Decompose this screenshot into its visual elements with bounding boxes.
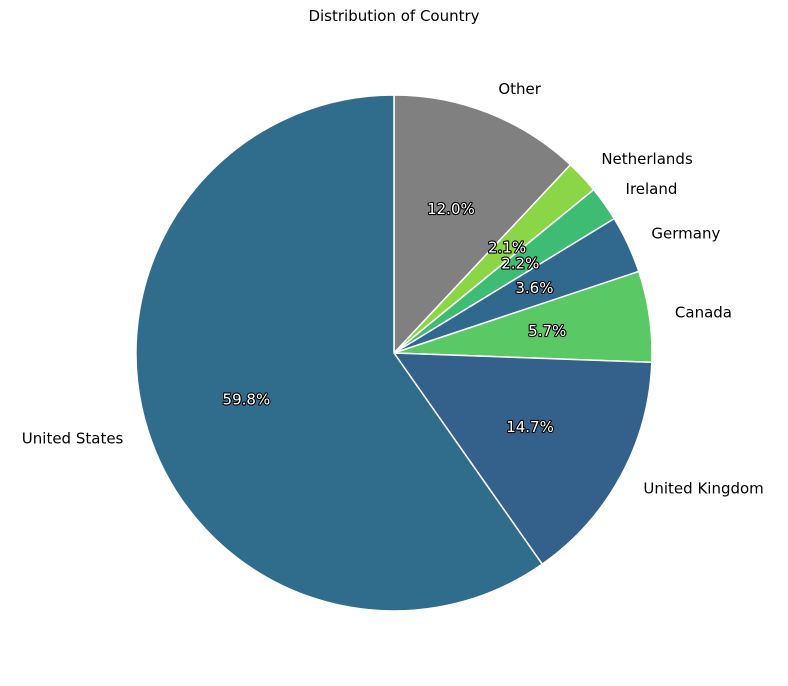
slice-percent-ireland: 2.2%	[501, 254, 539, 272]
pie-slice-united-kingdom	[392, 352, 653, 566]
slice-percent-other: 12.0%	[427, 200, 475, 218]
slice-percent-united-states: 59.8%	[223, 391, 271, 409]
slice-label-other: Other	[498, 80, 541, 98]
pie-slice-other	[393, 94, 572, 355]
slice-percent-netherlands: 2.1%	[488, 238, 526, 256]
pie-slice-united-states	[135, 94, 544, 612]
slice-label-canada: Canada	[675, 304, 732, 322]
chart-title: Distribution of Country	[308, 7, 479, 25]
slice-label-germany: Germany	[651, 224, 720, 242]
slice-label-netherlands: Netherlands	[601, 150, 693, 168]
slice-percent-germany: 3.6%	[515, 279, 553, 297]
pie-slices	[135, 94, 653, 612]
slice-label-united-kingdom: United Kingdom	[643, 479, 763, 497]
slice-percent-united-kingdom: 14.7%	[506, 418, 554, 436]
slice-percent-canada: 5.7%	[528, 322, 566, 340]
pie-labels: Other 12.0% Netherlands 2.1% Ireland 2.2% Germ…	[22, 80, 764, 497]
slice-label-ireland: Ireland	[626, 180, 678, 198]
slice-label-united-states: United States	[22, 429, 124, 447]
